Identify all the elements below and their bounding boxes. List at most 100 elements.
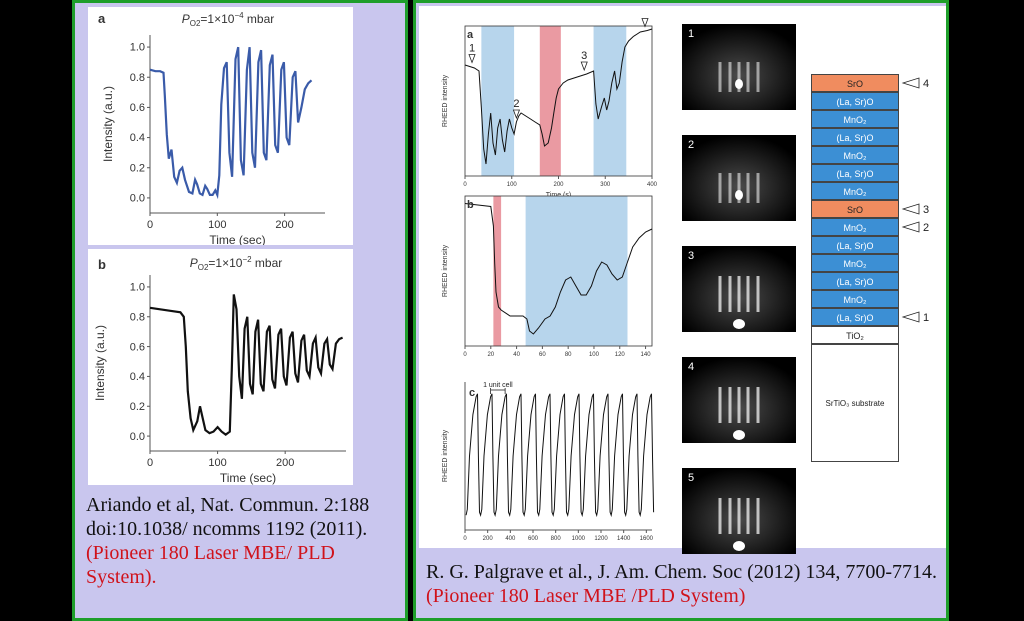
- x-tick-label: 1000: [572, 536, 586, 542]
- x-axis-label: Time (s): [546, 192, 571, 198]
- marker-arrow: [468, 54, 476, 64]
- layer-marker-label: 3: [923, 204, 929, 216]
- y-tick-label: 0.2: [130, 401, 145, 413]
- palgrave-chart-b: 0 20 40 60 80 100 120 140 RHEED intensity b: [442, 195, 653, 358]
- left-citation-main: Ariando et al, Nat. Commun. 2:188 doi:10…: [86, 494, 370, 540]
- marker-label: 2: [513, 98, 519, 110]
- rheed-streak: [728, 498, 732, 534]
- x-tick-label: 1400: [617, 536, 631, 542]
- y-tick-label: 0.2: [130, 162, 145, 174]
- rheed-streak: [756, 387, 760, 423]
- layer-stack: SrO (La, Sr)O MnO₂ (La, Sr)O MnO₂ (La, Sr)O Mn…: [811, 74, 941, 474]
- y-tick-label: 0.0: [130, 431, 145, 443]
- left-citation-system: (Pioneer 180 Laser MBE/ PLD System).: [86, 542, 335, 588]
- shaded-band-0: [481, 26, 515, 176]
- rheed-image-2: 2: [682, 135, 796, 221]
- rheed-streak: [756, 276, 760, 312]
- right-citation: R. G. Palgrave et al., J. Am. Chem. Soc …: [426, 560, 941, 608]
- y-tick-label: 0.0: [130, 193, 145, 205]
- x-tick-label: 20: [487, 352, 494, 358]
- stack-layer: (La, Sr)O: [811, 128, 899, 146]
- x-axis-label: Time (sec): [220, 471, 276, 485]
- y-axis-label: Intensity (a.u.): [101, 86, 115, 162]
- palgrave-chart-a: 0 100 200 300 400 Time (s) RHEED intensity a 1 2 3…: [442, 18, 657, 198]
- rheed-pattern: [682, 135, 796, 221]
- x-tick-label: 1600: [640, 536, 654, 542]
- x-tick-label: 200: [483, 536, 494, 542]
- layer-marker-label: 1: [923, 312, 929, 324]
- y-axis-label: RHEED intensity: [442, 244, 449, 297]
- stack-layer: SrO: [811, 200, 899, 218]
- right-citation-system: (Pioneer 180 Laser MBE /PLD System): [426, 585, 746, 607]
- left-citation: Ariando et al, Nat. Commun. 2:188 doi:10…: [86, 493, 386, 589]
- rheed-streak: [746, 387, 750, 423]
- x-tick-label: 60: [539, 352, 546, 358]
- rheed-pattern: [682, 24, 796, 110]
- rheed-streak: [756, 498, 760, 534]
- unit-cell-annotation: 1 unit cell: [483, 382, 513, 389]
- y-tick-label: 0.6: [130, 341, 145, 353]
- rheed-streak: [746, 173, 750, 203]
- stack-layer: MnO₂: [811, 110, 899, 128]
- y-axis-label: RHEED intensity: [442, 74, 449, 127]
- rheed-image-label: 5: [688, 472, 695, 484]
- rheed-streak: [728, 276, 732, 312]
- rheed-streak: [728, 62, 732, 92]
- rheed-image-column: 1 2 3 4 5: [682, 24, 796, 554]
- rheed-specular-spot: [733, 430, 745, 440]
- series-line-0: [465, 393, 655, 518]
- series-line-0: [464, 203, 653, 335]
- rheed-streak: [756, 62, 760, 92]
- series-line-0: [464, 28, 653, 165]
- rheed-streak: [718, 173, 722, 203]
- rheed-image-1: 1: [682, 24, 796, 110]
- rheed-pattern: [682, 246, 796, 332]
- x-tick-label: 800: [551, 536, 562, 542]
- panel-label: b: [98, 257, 106, 272]
- shaded-band-1: [525, 196, 628, 346]
- y-tick-label: 0.8: [130, 72, 145, 84]
- layer-marker-arrow: [901, 203, 920, 215]
- right-citation-main: R. G. Palgrave et al., J. Am. Chem. Soc …: [426, 561, 938, 583]
- rheed-image-3: 3: [682, 246, 796, 332]
- rheed-streak: [718, 276, 722, 312]
- rheed-streak: [746, 276, 750, 312]
- rheed-streak: [718, 62, 722, 92]
- layer-marker-arrow: [901, 311, 920, 323]
- rheed-streak: [737, 498, 741, 534]
- rheed-streak: [737, 387, 741, 423]
- substrate-layer: SrTiO₃ substrate: [811, 344, 899, 462]
- rheed-streak: [728, 173, 732, 203]
- stack-layer: SrO: [811, 74, 899, 92]
- ariando-chart-a-box: 0 100 200 0.0 0.2 0.4 0.6 0.8 1.0 Time (sec) Inten…: [88, 7, 353, 247]
- y-tick-label: 0.4: [130, 371, 145, 383]
- stack-layer: TiO₂: [811, 326, 899, 344]
- x-tick-label: 0: [463, 182, 467, 188]
- x-tick-label: 400: [647, 182, 657, 188]
- x-tick-label: 1200: [594, 536, 608, 542]
- rheed-streak: [746, 498, 750, 534]
- x-tick-label: 40: [513, 352, 520, 358]
- x-tick-label: 120: [615, 352, 626, 358]
- marker-arrow: [580, 61, 588, 72]
- rheed-streak: [718, 498, 722, 534]
- ariando-chart-b-box: 0 100 200 0.0 0.2 0.4 0.6 0.8 1.0 Time (sec) Inten…: [88, 249, 353, 485]
- x-tick-label: 80: [565, 352, 572, 358]
- x-tick-label: 300: [600, 182, 611, 188]
- right-panel: 0 100 200 300 400 Time (s) RHEED intensity a 1 2 3…: [413, 0, 949, 621]
- marker-arrow: [512, 109, 521, 120]
- y-axis-label: RHEED intensity: [442, 429, 449, 482]
- y-tick-label: 0.6: [130, 102, 145, 114]
- rheed-streak: [746, 62, 750, 92]
- chart-title: PO2=1×10−2 mbar: [190, 255, 283, 272]
- rheed-streak: [737, 62, 741, 92]
- x-tick-label: 100: [507, 182, 518, 188]
- y-tick-label: 0.8: [130, 311, 145, 323]
- shaded-band-1: [539, 26, 561, 176]
- stack-layer: (La, Sr)O: [811, 308, 899, 326]
- rheed-specular-spot: [735, 79, 743, 89]
- rheed-pattern: [682, 468, 796, 554]
- y-tick-label: 1.0: [130, 42, 145, 54]
- shaded-band-0: [493, 196, 502, 346]
- panel-label: a: [98, 11, 106, 26]
